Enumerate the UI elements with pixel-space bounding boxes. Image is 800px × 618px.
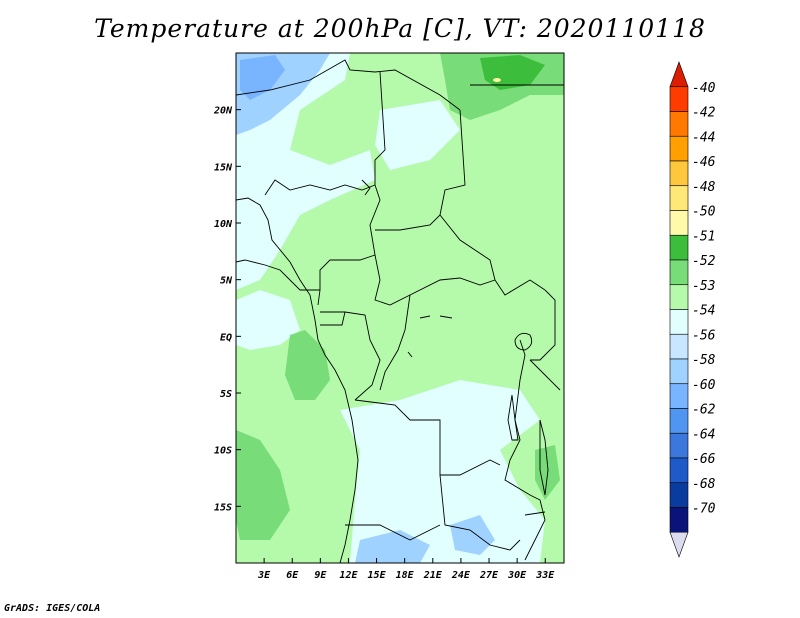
colorbar-label: -40 [692, 81, 716, 96]
coastline [236, 197, 359, 563]
lake-outline [539, 419, 549, 496]
colorbar-swatch [669, 507, 689, 533]
colorbar-swatch [669, 531, 689, 558]
colorbar-swatch [669, 309, 689, 335]
border-line [379, 294, 411, 391]
field-region-58-nw [240, 55, 285, 100]
y-tick-label: 15N [214, 162, 233, 173]
border-line [439, 214, 496, 281]
border-line [524, 494, 546, 561]
colorbar-label: -48 [692, 180, 716, 195]
lake-outline [507, 394, 519, 441]
x-tick-label: 27E [479, 570, 499, 581]
colorbar-swatch [669, 432, 689, 459]
border-line [264, 71, 386, 196]
colorbar-label: -52 [692, 254, 716, 269]
colorbar-swatch [669, 259, 689, 286]
colorbar-label: -56 [692, 328, 716, 343]
country-borders [236, 59, 564, 563]
x-tick-label: 21E [423, 570, 443, 581]
colorbar-swatch [669, 160, 689, 187]
colorbar-swatch [669, 358, 689, 385]
colorbar-label: -70 [692, 502, 716, 517]
border-line [320, 311, 346, 326]
colorbar-swatch [669, 408, 689, 434]
y-tick-label: EQ [220, 332, 232, 343]
colorbar-swatch [669, 333, 689, 360]
y-axis: 20N 15N 10N 5N EQ 5S 10S 15S [213, 106, 241, 513]
x-tick-label: 12E [339, 570, 358, 581]
colorbar-swatch [669, 135, 689, 162]
border-line [374, 254, 546, 306]
x-tick-label: 24E [451, 570, 471, 581]
field-region-56-se [355, 530, 430, 563]
colorbar-swatch [669, 284, 689, 310]
x-axis: 3E 6E 9E 12E 15E 18E 21E 24E 27E 30E 33E [257, 558, 555, 581]
field-region-54-south [340, 380, 545, 563]
plot-frame [235, 52, 565, 564]
page-title: Temperature at 200hPa [C], VT: 202011011… [94, 14, 706, 43]
colorbar-label: -50 [692, 205, 716, 220]
colorbar-swatch [669, 210, 689, 236]
colorbar-label: -64 [692, 427, 715, 442]
colorbar-label: -62 [692, 403, 716, 418]
border-line [344, 311, 381, 401]
y-tick-label: 10S [214, 446, 232, 457]
colorbar-label: -46 [692, 155, 716, 170]
border-line [236, 59, 461, 111]
lake-outline [524, 511, 546, 516]
colorbar-swatch [669, 482, 689, 508]
colorbar-swatch [669, 383, 689, 409]
border-line [236, 259, 320, 291]
border-line [529, 359, 561, 391]
border-line [504, 339, 531, 496]
field-region-54-north [375, 100, 460, 170]
x-tick-label: 30E [507, 570, 527, 581]
colorbar-swatch [669, 111, 689, 137]
lake-outline [407, 351, 413, 358]
border-line [345, 524, 441, 541]
field-region-56-se2 [450, 515, 495, 555]
colorbar-label: -58 [692, 353, 716, 368]
colorbar-swatch [669, 185, 689, 211]
x-tick-label: 3E [257, 570, 271, 581]
colorbar-swatch [669, 61, 689, 88]
colorbar-swatch [669, 457, 689, 484]
colorbar-label: -68 [692, 477, 716, 492]
colorbar-swatch [669, 86, 689, 112]
colorbar-label: -60 [692, 378, 716, 393]
field-region-52-west [285, 330, 330, 400]
colorbar-label: -53 [692, 279, 715, 294]
border-line [317, 184, 381, 306]
x-tick-label: 18E [396, 570, 415, 581]
field-region-50-ne [493, 78, 501, 82]
colorbar-label: -66 [692, 452, 716, 467]
y-tick-label: 5N [220, 276, 233, 287]
temperature-field [236, 53, 564, 563]
y-tick-label: 20N [213, 106, 233, 117]
colorbar: -40 -42 -44 -46 -48 -50 -51 -52 -53 -54 -56 -58 -60 -… [669, 61, 716, 558]
x-tick-label: 6E [286, 570, 299, 581]
lake-outline [419, 315, 453, 319]
x-tick-label: 15E [368, 570, 387, 581]
lake-outline [361, 179, 371, 196]
lake-outline [514, 332, 533, 351]
border-line [530, 289, 556, 361]
field-region-52-sw [236, 430, 290, 540]
y-tick-label: 5S [220, 389, 232, 400]
colorbar-label: -54 [692, 304, 715, 319]
colorbar-label: -44 [692, 130, 715, 145]
grads-credit: GrADS: IGES/COLA [4, 603, 101, 614]
colorbar-swatch [669, 234, 689, 261]
y-tick-label: 15S [214, 502, 232, 513]
colorbar-label: -51 [692, 229, 715, 244]
colorbar-label: -42 [692, 106, 716, 121]
y-tick-label: 10N [214, 219, 233, 230]
border-line [354, 399, 501, 476]
field-region-54-sw [236, 290, 300, 350]
border-line [439, 474, 521, 551]
x-tick-label: 9E [314, 570, 327, 581]
x-tick-label: 33E [535, 570, 555, 581]
